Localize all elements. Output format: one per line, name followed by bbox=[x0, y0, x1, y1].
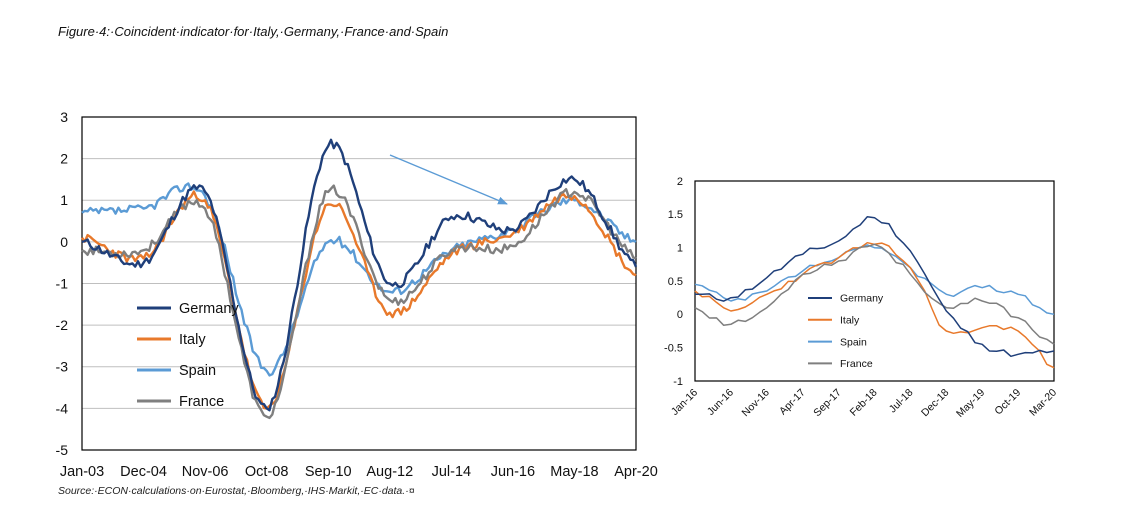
main-chart-y-tick-label: 2 bbox=[60, 151, 68, 167]
inset-chart-line-germany bbox=[694, 216, 1055, 358]
main-chart-x-tick-label: Jul-14 bbox=[432, 464, 472, 480]
inset-chart-x-tick-label: Feb-18 bbox=[848, 387, 880, 419]
inset-chart-line-france bbox=[694, 243, 1055, 345]
inset-chart-y-tick-label: 0 bbox=[677, 309, 683, 321]
main-chart-x-tick-label: Nov-06 bbox=[182, 464, 229, 480]
inset-chart-legend-label-spain: Spain bbox=[840, 336, 867, 348]
inset-chart-x-tick-label: Nov-16 bbox=[739, 387, 772, 420]
main-chart-x-tick-label: Jan-03 bbox=[60, 464, 104, 480]
inset-chart-y-tick-label: -0.5 bbox=[664, 343, 683, 355]
main-chart-y-tick-label: 3 bbox=[60, 109, 68, 125]
main-chart-line-germany bbox=[81, 138, 638, 412]
main-chart-x-tick-label: Aug-12 bbox=[366, 464, 413, 480]
figure-source: Source:·ECON·calculations·on·Eurostat,·B… bbox=[58, 485, 415, 497]
inset-chart-x-tick-label: Dec-18 bbox=[919, 387, 952, 420]
inset-chart-x-tick-label: Jun-16 bbox=[705, 387, 736, 418]
inset-chart-y-tick-label: 2 bbox=[677, 176, 683, 188]
main-chart-legend-label-spain: Spain bbox=[179, 363, 216, 379]
main-chart-line-italy bbox=[81, 190, 637, 410]
main-chart-legend-label-italy: Italy bbox=[179, 332, 206, 348]
main-chart-x-tick-label: Jun-16 bbox=[491, 464, 535, 480]
main-chart-y-tick-label: -4 bbox=[56, 400, 69, 416]
main-chart-legend-label-france: France bbox=[179, 394, 224, 410]
inset-chart-y-tick-label: 1 bbox=[677, 243, 683, 255]
main-chart-x-tick-label: Dec-04 bbox=[120, 464, 167, 480]
main-chart-x-tick-label: May-18 bbox=[550, 464, 598, 480]
main-chart-y-tick-label: -5 bbox=[56, 442, 69, 458]
main-chart-legend-label-germany: Germany bbox=[179, 301, 239, 317]
inset-chart-x-tick-label: Sep-17 bbox=[811, 387, 844, 420]
inset-chart-y-tick-label: 1.5 bbox=[668, 209, 683, 221]
inset-chart-x-tick-label: Oct-19 bbox=[992, 387, 1023, 418]
inset-chart-legend-label-france: France bbox=[840, 358, 873, 370]
figure-title: Figure·4:·Coincident·indicator·for·Italy… bbox=[58, 24, 449, 39]
inset-chart-x-tick-label: May-19 bbox=[954, 387, 987, 420]
inset-chart-legend-label-italy: Italy bbox=[840, 314, 860, 326]
inset-chart-x-tick-label: Jul-18 bbox=[887, 387, 916, 416]
inset-chart-line-spain bbox=[694, 244, 1055, 316]
main-chart-plot-area bbox=[81, 116, 637, 451]
main-chart-y-tick-label: 1 bbox=[60, 192, 68, 208]
main-chart-y-tick-label: -1 bbox=[56, 275, 69, 291]
main-chart-y-tick-label: -3 bbox=[56, 359, 69, 375]
main-chart-x-tick-label: Apr-20 bbox=[614, 464, 658, 480]
inset-chart-x-tick-label: Mar-20 bbox=[1027, 387, 1059, 419]
inset-chart-plot-area bbox=[694, 180, 1055, 382]
inset-chart-y-tick-label: -1 bbox=[673, 376, 683, 388]
main-chart-line-spain bbox=[81, 182, 637, 377]
main-chart-y-tick-label: 0 bbox=[60, 234, 68, 250]
inset-chart-legend-label-germany: Germany bbox=[840, 293, 884, 305]
main-chart-line-france bbox=[81, 184, 637, 420]
main-chart-x-tick-label: Sep-10 bbox=[305, 464, 352, 480]
inset-chart-y-tick-label: 0.5 bbox=[668, 276, 683, 288]
main-chart-x-tick-label: Oct-08 bbox=[245, 464, 289, 480]
annotation-arrow bbox=[389, 154, 508, 205]
inset-chart-x-tick-label: Jan-16 bbox=[669, 387, 700, 418]
inset-chart-x-tick-label: Apr-17 bbox=[777, 387, 808, 418]
main-chart-y-tick-label: -2 bbox=[56, 317, 69, 333]
